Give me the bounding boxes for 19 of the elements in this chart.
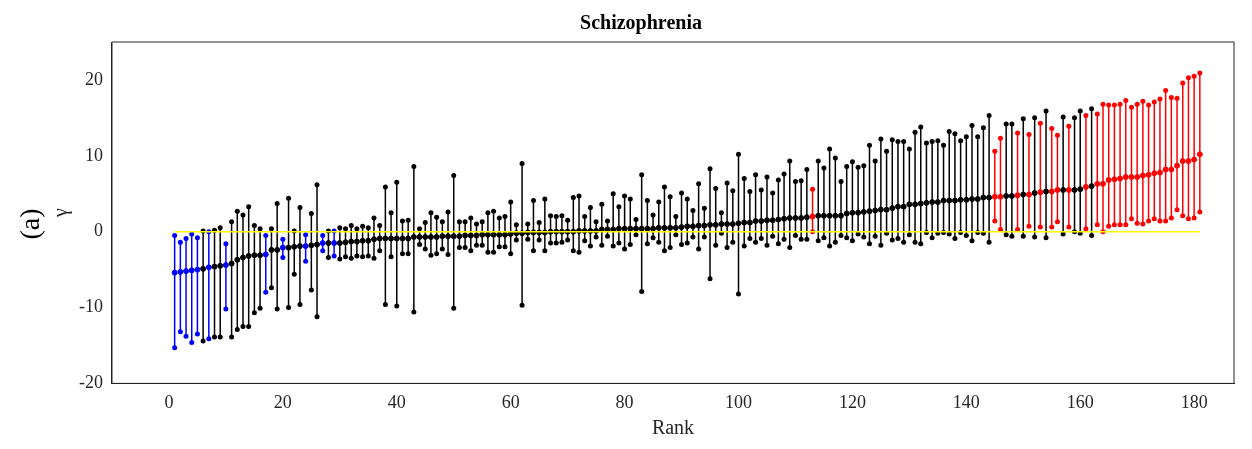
x-tick-label: 160 xyxy=(1066,391,1094,412)
x-tick-label: 40 xyxy=(387,391,406,412)
x-tick-label: 100 xyxy=(724,391,752,412)
x-tick-label: 0 xyxy=(164,391,174,412)
chart-title: Schizophrenia xyxy=(580,11,702,35)
x-tick-label: 60 xyxy=(501,391,520,412)
y-tick-label: -20 xyxy=(78,372,103,393)
text: (a) xyxy=(13,208,46,240)
y-tick-label: 0 xyxy=(93,220,103,241)
x-tick-label: 120 xyxy=(838,391,866,412)
x-tick-label: 180 xyxy=(1180,391,1208,412)
x-axis-title: Rank xyxy=(651,416,695,439)
y-axis-title: γ xyxy=(49,208,73,219)
x-tick-label: 80 xyxy=(615,391,634,412)
x-tick-label: 20 xyxy=(273,391,292,412)
y-tick-label: 20 xyxy=(84,68,103,89)
x-tick-label: 140 xyxy=(952,391,980,412)
y-tick-label: 10 xyxy=(84,144,103,165)
y-tick-label: -10 xyxy=(78,296,103,317)
